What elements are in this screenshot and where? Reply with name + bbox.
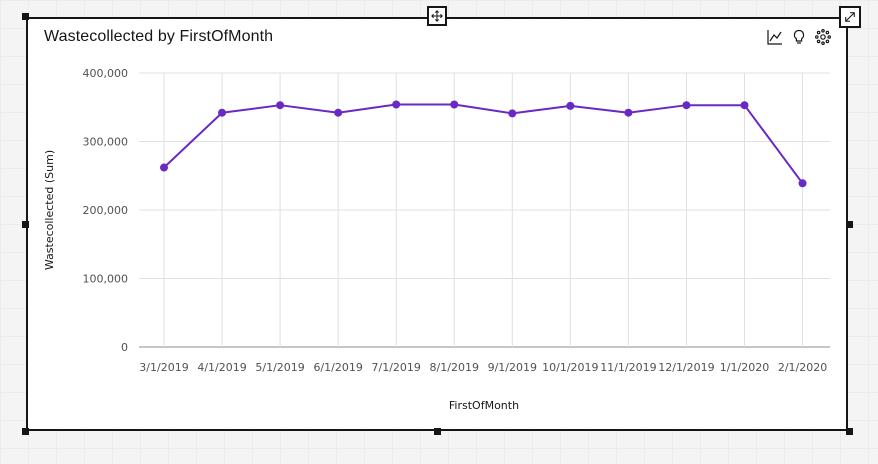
x-tick-label: 3/1/2019 <box>139 361 188 374</box>
resize-handle-middle-right[interactable] <box>846 221 853 228</box>
resize-handle-top-left[interactable] <box>22 13 29 20</box>
x-tick-label: 10/1/2019 <box>542 361 598 374</box>
settings-icon[interactable] <box>814 28 832 46</box>
x-tick-label: 5/1/2019 <box>255 361 304 374</box>
x-tick-label: 11/1/2019 <box>600 361 656 374</box>
data-point <box>624 108 633 117</box>
data-point <box>508 109 517 118</box>
data-point <box>682 101 691 110</box>
data-point <box>160 163 168 172</box>
expand-button[interactable] <box>839 6 861 28</box>
data-point <box>276 101 285 110</box>
y-tick-label: 400,000 <box>83 67 129 80</box>
x-tick-label: 1/1/2020 <box>720 361 769 374</box>
data-point <box>450 100 459 109</box>
x-tick-label: 2/1/2020 <box>778 361 827 374</box>
y-tick-label: 300,000 <box>83 136 129 149</box>
data-point <box>392 100 401 109</box>
y-tick-label: 200,000 <box>83 204 129 217</box>
move-icon <box>431 10 443 22</box>
x-tick-label: 4/1/2019 <box>197 361 246 374</box>
data-point <box>740 101 749 110</box>
x-axis-title: FirstOfMonth <box>449 399 519 412</box>
widget-toolbar <box>766 28 832 46</box>
resize-handle-bottom-right[interactable] <box>846 428 853 435</box>
chart-widget[interactable]: Wastecollected by FirstOfMonth <box>26 17 848 431</box>
maximize-icon <box>845 12 855 22</box>
data-point <box>218 108 227 117</box>
resize-handle-bottom-middle[interactable] <box>434 428 441 435</box>
x-tick-label: 9/1/2019 <box>488 361 537 374</box>
data-point <box>334 108 343 117</box>
data-point <box>566 101 575 110</box>
resize-handle-middle-left[interactable] <box>22 221 29 228</box>
x-tick-label: 7/1/2019 <box>371 361 420 374</box>
line-chart-icon[interactable] <box>766 28 784 46</box>
x-tick-label: 6/1/2019 <box>313 361 362 374</box>
x-tick-label: 12/1/2019 <box>658 361 714 374</box>
widget-title: Wastecollected by FirstOfMonth <box>44 28 274 45</box>
y-axis-title: Wastecollected (Sum) <box>43 150 56 270</box>
data-point <box>798 179 807 188</box>
x-tick-label: 8/1/2019 <box>430 361 479 374</box>
lightbulb-icon[interactable] <box>790 28 808 46</box>
resize-handle-bottom-left[interactable] <box>22 428 29 435</box>
series-line <box>163 103 804 184</box>
y-tick-label: 0 <box>121 341 128 354</box>
y-tick-label: 100,000 <box>83 273 129 286</box>
move-handle[interactable] <box>427 6 447 26</box>
